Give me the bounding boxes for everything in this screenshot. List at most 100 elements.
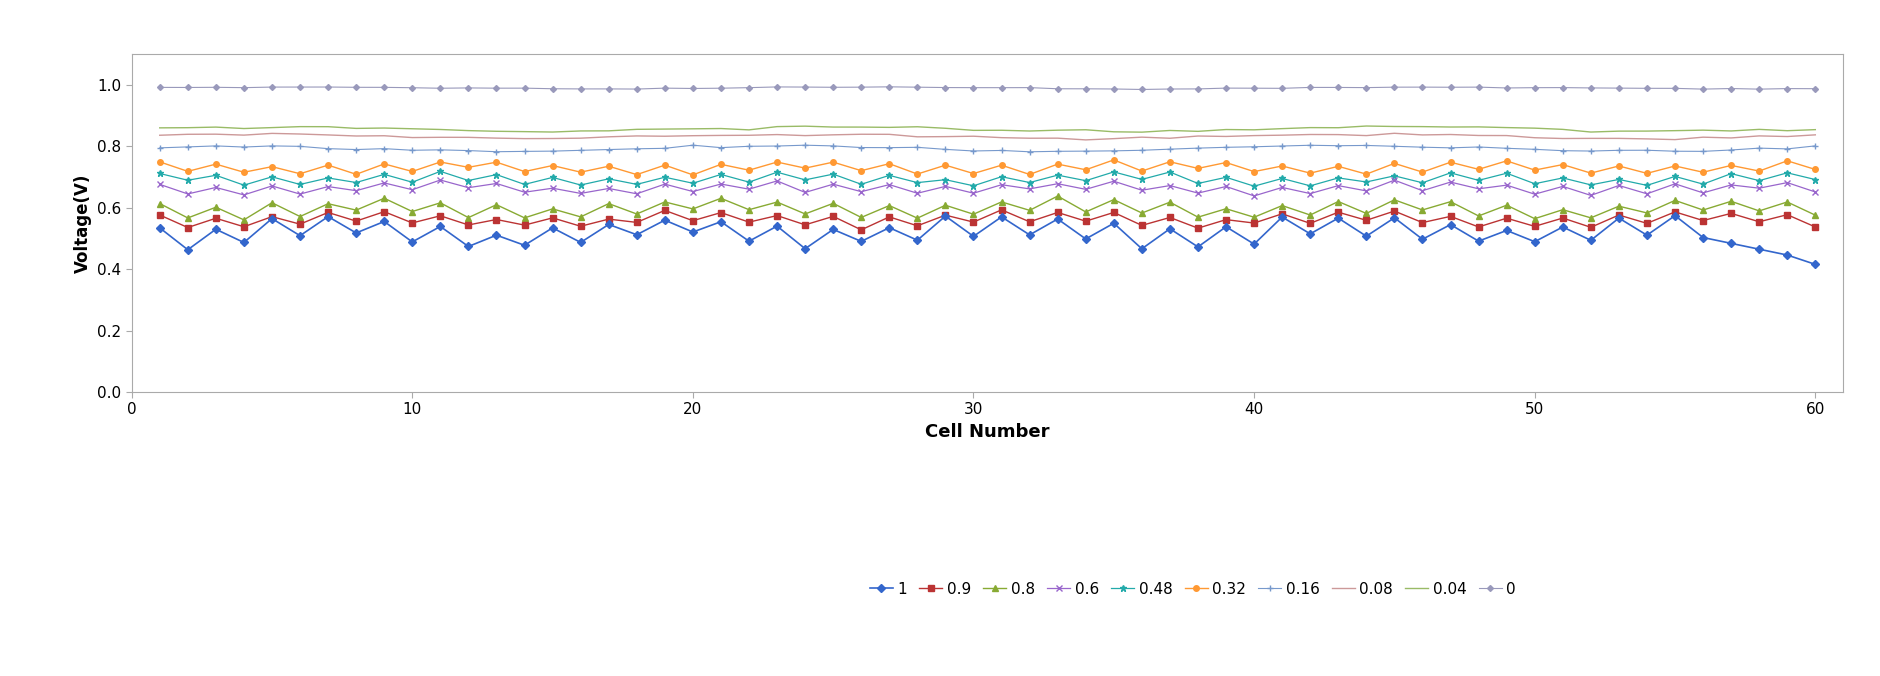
0.08 (1382, 129, 1404, 137)
0.9 (1243, 219, 1265, 227)
0.16 (1803, 142, 1825, 150)
Line: 0.8: 0.8 (156, 193, 1818, 222)
0.9 (1803, 223, 1825, 231)
0.08 (626, 132, 649, 140)
0.48 (1243, 182, 1265, 190)
0 (1803, 84, 1825, 93)
0.6 (737, 185, 760, 193)
0 (429, 84, 451, 93)
0.9 (850, 226, 872, 234)
0 (1130, 85, 1152, 93)
0.8 (457, 214, 479, 222)
0.6 (1803, 188, 1825, 196)
0.8 (737, 206, 760, 214)
0.8 (1045, 192, 1068, 200)
0.8 (652, 198, 675, 206)
0 (570, 85, 592, 93)
0.48 (429, 167, 451, 175)
Line: 0.32: 0.32 (156, 157, 1818, 178)
0.48 (737, 178, 760, 186)
Y-axis label: Voltage(V): Voltage(V) (73, 173, 92, 273)
0.32 (429, 158, 451, 166)
0.8 (709, 194, 731, 202)
0.04 (149, 124, 171, 132)
1 (1803, 260, 1825, 268)
0.16 (1017, 148, 1040, 156)
0.08 (681, 132, 703, 140)
Line: 0: 0 (158, 84, 1816, 91)
0 (149, 83, 171, 91)
0.04 (709, 124, 731, 132)
0.08 (149, 131, 171, 139)
0.08 (1214, 132, 1237, 141)
0.08 (709, 131, 731, 139)
0.32 (626, 170, 649, 178)
0.48 (709, 170, 731, 178)
0.8 (233, 216, 256, 224)
0.32 (570, 168, 592, 176)
0.6 (429, 176, 451, 184)
0 (626, 85, 649, 93)
0.9 (149, 211, 171, 219)
0.8 (1243, 213, 1265, 221)
0.32 (1243, 168, 1265, 176)
0.16 (626, 145, 649, 153)
Line: 0.08: 0.08 (160, 133, 1814, 140)
0.8 (149, 199, 171, 208)
0.04 (681, 125, 703, 133)
0.6 (1214, 183, 1237, 191)
1 (1662, 212, 1684, 220)
0.48 (652, 173, 675, 181)
0.48 (457, 176, 479, 185)
0.6 (149, 180, 171, 189)
0.16 (681, 141, 703, 149)
0.32 (681, 171, 703, 179)
0.32 (709, 160, 731, 168)
Line: 1: 1 (156, 213, 1818, 267)
1 (429, 222, 451, 231)
0.6 (598, 185, 620, 193)
0.04 (1130, 128, 1152, 136)
0.08 (1803, 130, 1825, 139)
0.8 (1803, 211, 1825, 219)
0.16 (1243, 143, 1265, 151)
0.6 (457, 184, 479, 192)
0 (709, 84, 731, 92)
0.04 (626, 125, 649, 133)
Legend: 1, 0.9, 0.8, 0.6, 0.48, 0.32, 0.16, 0.08, 0.04, 0: 1, 0.9, 0.8, 0.6, 0.48, 0.32, 0.16, 0.08… (863, 575, 1521, 603)
0.9 (681, 216, 703, 224)
1 (570, 239, 592, 247)
Line: 0.48: 0.48 (156, 168, 1818, 190)
0 (1243, 84, 1265, 92)
0.9 (989, 206, 1011, 214)
0.16 (709, 143, 731, 151)
0.08 (570, 134, 592, 142)
0.48 (1214, 173, 1237, 181)
0.08 (429, 133, 451, 141)
0.16 (429, 146, 451, 154)
1 (149, 224, 171, 232)
0.8 (598, 199, 620, 208)
0.9 (709, 208, 731, 216)
0.32 (1803, 166, 1825, 174)
Line: 0.04: 0.04 (160, 126, 1814, 132)
0.04 (1354, 122, 1376, 130)
0.48 (598, 175, 620, 183)
0.32 (149, 158, 171, 166)
0.9 (570, 222, 592, 231)
0.48 (149, 170, 171, 178)
0 (681, 84, 703, 93)
0.32 (1102, 156, 1124, 164)
0.16 (149, 144, 171, 152)
0.04 (429, 126, 451, 134)
1 (681, 228, 703, 236)
0.08 (1073, 136, 1096, 144)
1 (626, 231, 649, 239)
0.9 (429, 212, 451, 220)
0 (878, 82, 901, 91)
Line: 0.6: 0.6 (156, 177, 1818, 199)
0.04 (1803, 126, 1825, 134)
0.48 (1803, 176, 1825, 184)
1 (709, 218, 731, 226)
1 (1186, 243, 1209, 251)
